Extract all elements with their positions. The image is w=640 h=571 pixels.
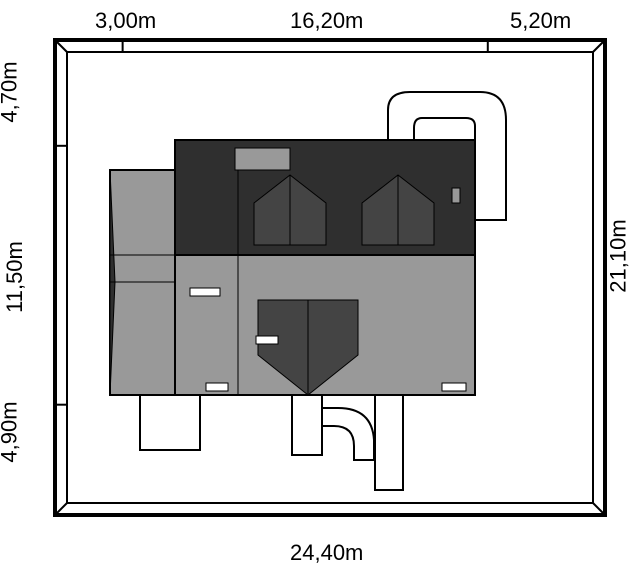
roof-notch <box>235 148 290 170</box>
window-mark <box>206 383 228 391</box>
window-mark <box>256 336 278 344</box>
entry-path <box>292 395 322 455</box>
dim-bottom: 24,40m <box>290 540 363 566</box>
plan-svg <box>0 0 640 571</box>
site-plan-diagram: 3,00m 16,20m 5,20m 24,40m 4,70m 11,50m 4,90m 21… <box>0 0 640 571</box>
driveway <box>375 395 403 490</box>
dim-top: 5,20m <box>510 8 571 34</box>
roof-small-mark <box>452 188 460 203</box>
dim-left: 4,70m <box>0 62 23 123</box>
dim-left: 4,90m <box>0 402 23 463</box>
window-mark <box>190 288 220 296</box>
dim-top: 16,20m <box>290 8 363 34</box>
window-mark <box>442 383 466 391</box>
dim-right: 21,10m <box>606 220 632 293</box>
dim-top: 3,00m <box>95 8 156 34</box>
curved-walkway <box>322 408 374 460</box>
garage-apron <box>140 395 200 450</box>
dim-left: 11,50m <box>2 241 28 313</box>
